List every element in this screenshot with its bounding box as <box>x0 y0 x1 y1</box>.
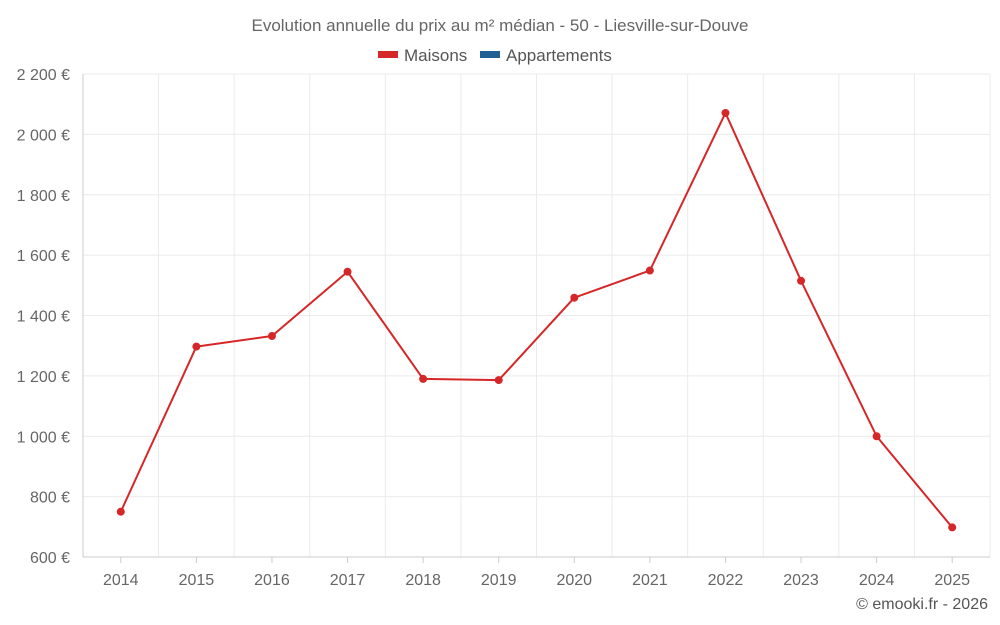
chart-title: Evolution annuelle du prix au m² médian … <box>251 16 748 35</box>
data-point[interactable] <box>872 432 881 441</box>
data-point[interactable] <box>116 507 125 516</box>
x-axis-tick-labels: 2014 2015 2016 2017 2018 2019 2020 2021 2022 2023… <box>103 572 970 589</box>
axes <box>82 74 990 563</box>
x-tick-label: 2019 <box>481 572 517 589</box>
y-tick-label: 800 € <box>30 490 70 507</box>
legend-label-appartements[interactable]: Appartements <box>506 46 612 65</box>
x-tick-label: 2020 <box>556 572 592 589</box>
data-point[interactable] <box>419 374 428 383</box>
x-tick-label: 2016 <box>254 572 290 589</box>
x-tick-label: 2023 <box>783 572 819 589</box>
data-point[interactable] <box>192 342 201 351</box>
data-point[interactable] <box>267 332 276 341</box>
legend-label-maisons[interactable]: Maisons <box>404 46 467 65</box>
x-tick-label: 2017 <box>330 572 366 589</box>
y-axis-tick-labels: 600 € 800 € 1 000 € 1 200 € 1 400 € 1 600 € 1 … <box>17 67 70 567</box>
y-tick-label: 1 600 € <box>17 248 70 265</box>
x-tick-label: 2015 <box>179 572 215 589</box>
x-tick-label: 2025 <box>934 572 970 589</box>
x-tick-label: 2024 <box>859 572 895 589</box>
y-tick-label: 1 200 € <box>17 369 70 386</box>
gridlines <box>82 73 991 558</box>
legend-swatch-appartements[interactable] <box>480 51 500 58</box>
data-point[interactable] <box>645 266 654 275</box>
y-tick-label: 600 € <box>30 550 70 567</box>
data-point[interactable] <box>721 108 730 117</box>
y-tick-label: 1 400 € <box>17 309 70 326</box>
y-tick-label: 1 000 € <box>17 429 70 446</box>
legend[interactable]: Maisons Appartements <box>378 46 612 65</box>
data-point[interactable] <box>570 293 579 302</box>
data-point[interactable] <box>948 523 957 532</box>
legend-swatch-maisons[interactable] <box>378 51 398 58</box>
data-point[interactable] <box>797 276 806 285</box>
y-tick-label: 2 200 € <box>17 67 70 84</box>
data-point[interactable] <box>343 267 352 276</box>
x-tick-label: 2018 <box>405 572 441 589</box>
series-line <box>119 111 953 529</box>
credit-text: © emooki.fr - 2026 <box>856 596 988 613</box>
y-tick-label: 1 800 € <box>17 188 70 205</box>
x-tick-label: 2022 <box>708 572 744 589</box>
series-maisons <box>116 108 957 532</box>
x-tick-label: 2014 <box>103 572 139 589</box>
data-point[interactable] <box>494 376 503 385</box>
y-tick-label: 2 000 € <box>17 127 70 144</box>
x-tick-label: 2021 <box>632 572 668 589</box>
